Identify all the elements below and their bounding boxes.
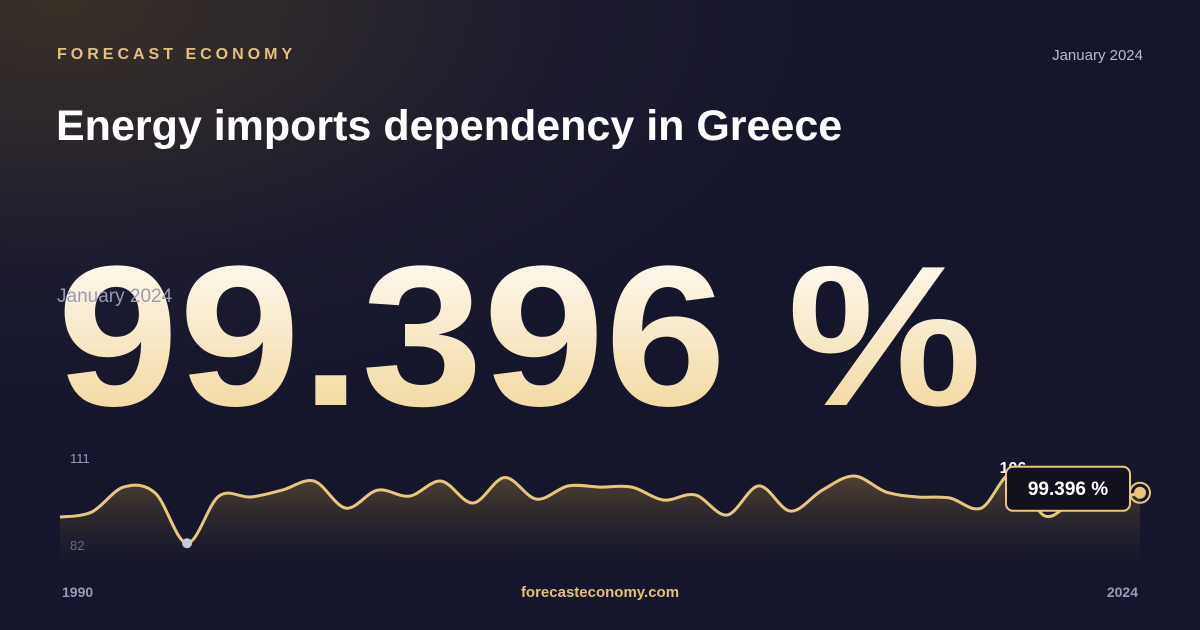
tooltip-label: 99.396 % — [1028, 479, 1108, 500]
headline-date: January 2024 — [57, 286, 173, 307]
x-tick-label: 1990 — [62, 584, 93, 600]
tooltip-box — [1005, 465, 1131, 512]
brand: FORECAST ECONOMY — [57, 46, 296, 63]
min-point — [182, 538, 193, 549]
line — [59, 471, 1141, 545]
date: January 2024 — [1052, 47, 1143, 64]
sparkline: 821111990202410699.396 % — [59, 451, 1151, 600]
headline-value: 99.396 % — [57, 225, 982, 448]
y-tick-label: 111 — [70, 451, 90, 466]
x-tick-label: 2024 — [1107, 584, 1138, 600]
last-point — [1134, 486, 1146, 499]
title: Energy imports dependency in Greece — [56, 102, 842, 150]
footer: forecasteconomy.com — [521, 584, 679, 601]
